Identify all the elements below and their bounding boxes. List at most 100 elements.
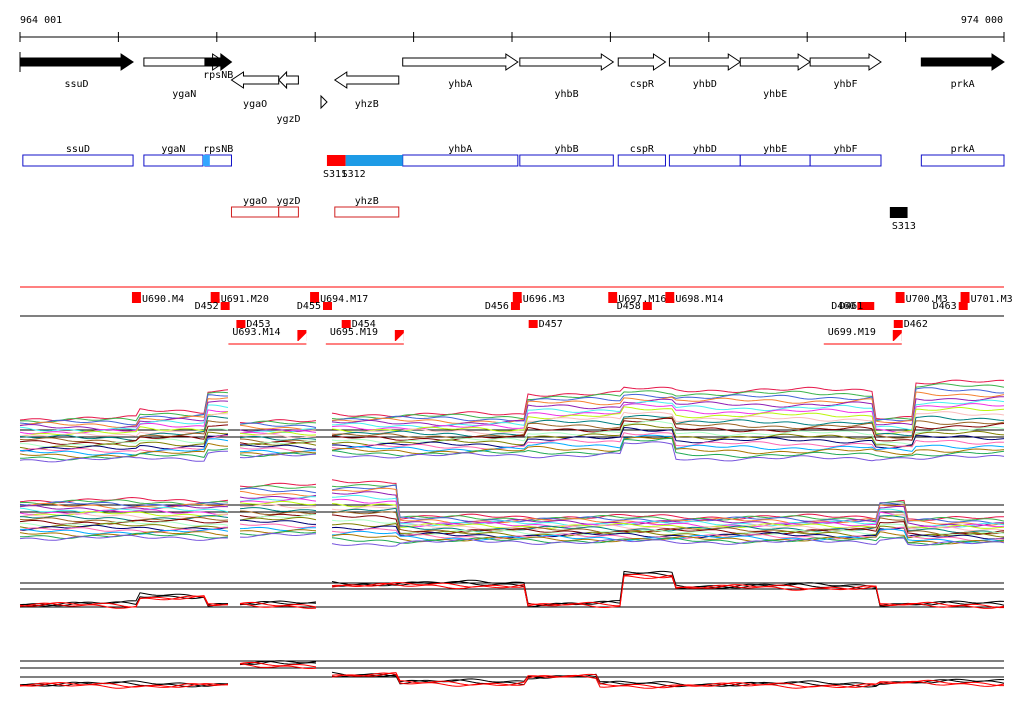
tu-box-minus-ygzD[interactable] (278, 206, 299, 218)
tu-label-minus-yhzB: yhzB (355, 196, 379, 207)
expression-profile-line (19, 523, 1005, 542)
tu-label-yhbF: yhbF (834, 144, 858, 155)
gene-label-ygaN: ygaN (172, 89, 196, 100)
gene-label-yhbF: yhbF (834, 79, 858, 90)
gene-arrow-ygzD[interactable] (278, 70, 299, 90)
upshift-marker-U700.M3[interactable] (895, 292, 905, 303)
segment-S312[interactable] (345, 155, 403, 166)
upshift-minus-marker-U695.M19[interactable] (394, 330, 404, 341)
upshift-flag (904, 292, 912, 299)
upshift-marker-U701.M3[interactable] (960, 292, 970, 303)
upshift-flag (969, 292, 977, 299)
gene-label-yhbE: yhbE (763, 89, 787, 100)
gene-arrow-yhbA[interactable] (402, 53, 519, 71)
downshift-minus-marker-D454[interactable] (341, 320, 351, 328)
upshift-minus-marker-U693.M14[interactable] (297, 330, 307, 341)
tu-label-yhbB: yhbB (555, 144, 579, 155)
upshift-minus-flag (395, 333, 404, 341)
segment-S313[interactable] (889, 207, 908, 218)
upshift-marker-U694.M17[interactable] (310, 292, 320, 303)
expression-track-3 (19, 570, 1005, 609)
expression-profile-line (19, 532, 1005, 547)
expression-profile-line (19, 574, 1005, 609)
downshift-minus-marker-D453[interactable] (236, 320, 246, 328)
upshift-marker-U696.M3[interactable] (512, 292, 522, 303)
gene-label-yhbB: yhbB (555, 89, 579, 100)
upshift-flag (521, 292, 529, 299)
gene-arrow-yhbF[interactable] (809, 53, 882, 71)
gene-label-ygzD: ygzD (277, 114, 301, 125)
downshift-minus-marker-D457[interactable] (528, 320, 538, 328)
gene-label-ygaO: ygaO (243, 99, 267, 110)
gene-arrow-yhbD[interactable] (668, 53, 742, 71)
tu-highlight (202, 155, 210, 166)
upshift-label-U696.M3: U696.M3 (523, 294, 565, 305)
gene-arrow-yhbB[interactable] (519, 53, 615, 71)
gene-arrow-prkA[interactable] (920, 53, 1005, 71)
expression-profile-line (19, 498, 1005, 530)
gene-arrow-cspR[interactable] (617, 53, 667, 71)
tu-label-minus-ygzD: ygzD (277, 196, 301, 207)
tu-box-yhbF[interactable] (809, 154, 882, 167)
gene-label-yhzB: yhzB (355, 99, 379, 110)
tu-box-minus-ygaO[interactable] (230, 206, 280, 218)
downshift-marker-D455[interactable] (323, 302, 333, 310)
upshift-label-U697.M16: U697.M16 (618, 294, 666, 305)
upshift-marker-U698.M14[interactable] (665, 292, 675, 303)
downshift-marker-D460[interactable] (857, 302, 867, 310)
downshift-marker-D463[interactable] (958, 302, 968, 310)
downshift-label-D458: D458 (617, 301, 641, 312)
expression-profile-line (19, 383, 1005, 425)
upshift-minus-marker-U699.M19[interactable] (892, 330, 902, 341)
tu-box-cspR[interactable] (617, 154, 666, 167)
downshift-label-D463: D463 (933, 301, 957, 312)
upshift-label-U701.M3: U701.M3 (971, 294, 1013, 305)
downshift-label-D452: D452 (195, 301, 219, 312)
expression-profile-line (19, 510, 1005, 535)
expression-track-4 (19, 660, 1005, 689)
tu-box-yhbB[interactable] (519, 154, 614, 167)
upshift-marker-U690.M4[interactable] (131, 292, 141, 303)
tu-box-ygaN[interactable] (143, 154, 204, 167)
upshift-marker-U697.M16[interactable] (608, 292, 618, 303)
downshift-marker-D461[interactable] (865, 302, 875, 310)
tu-box-yhbD[interactable] (668, 154, 741, 167)
tu-box-yhbE[interactable] (739, 154, 811, 167)
downshift-minus-marker-D462[interactable] (893, 320, 903, 328)
gene-label-yhbD: yhbD (693, 79, 717, 90)
gene-arrow-yhzB[interactable] (333, 71, 400, 89)
downshift-minus-label-D462: D462 (904, 319, 928, 330)
gene-arrow-ssuD[interactable] (19, 53, 134, 71)
downshift-label-D461: D461 (839, 301, 863, 312)
tu-box-minus-yhzB[interactable] (334, 206, 400, 218)
gene-label-ssuD: ssuD (64, 79, 88, 90)
expression-profile-line (19, 423, 1005, 450)
tu-box-yhbA[interactable] (402, 154, 519, 167)
segment-label-S313: S313 (892, 221, 916, 232)
ruler-start-label: 964 001 (20, 15, 62, 26)
tu-box-prkA[interactable] (920, 154, 1005, 167)
tu-label-ygaN: ygaN (161, 144, 185, 155)
upshift-marker-U691.M20[interactable] (210, 292, 220, 303)
tu-label-rpsNB: rpsNB (203, 144, 233, 155)
tu-box-ssuD[interactable] (22, 154, 134, 167)
expression-profile-tracks (19, 379, 1005, 689)
segment-label-S311: S311 (323, 169, 347, 180)
upshift-minus-label-U695.M19: U695.M19 (330, 327, 378, 338)
downshift-marker-D456[interactable] (510, 302, 520, 310)
expression-track-1 (19, 379, 1005, 463)
downshift-marker-D452[interactable] (220, 302, 230, 310)
tu-label-yhbA: yhbA (448, 144, 472, 155)
expression-profile-line (19, 516, 1005, 539)
segment-S311[interactable] (326, 155, 346, 166)
downshift-marker-D458[interactable] (642, 302, 652, 310)
gene-label-yhbA: yhbA (448, 79, 472, 90)
downshift-label-D455: D455 (297, 301, 321, 312)
segment-label-S312: S312 (342, 169, 366, 180)
gene-arrow-yhbE[interactable] (739, 53, 812, 71)
gene-arrow-ygaO[interactable] (230, 71, 280, 89)
gene-arrow-rpsNB[interactable] (204, 52, 233, 72)
